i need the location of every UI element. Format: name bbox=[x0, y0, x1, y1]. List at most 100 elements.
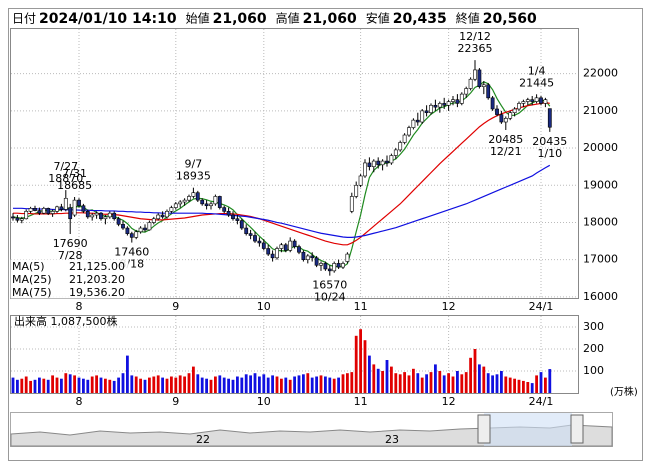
candle-body bbox=[415, 119, 420, 123]
candle-body bbox=[116, 218, 121, 225]
volume-bar bbox=[236, 376, 239, 393]
volume-bar bbox=[310, 377, 314, 393]
candle-body bbox=[209, 203, 213, 207]
candle-body bbox=[451, 99, 455, 102]
y-tick-label: 300 bbox=[583, 320, 604, 333]
volume-bar bbox=[376, 368, 380, 393]
candle-body bbox=[420, 110, 425, 123]
candle-body bbox=[407, 127, 411, 136]
volume-bar bbox=[222, 377, 226, 393]
volume-bar bbox=[38, 377, 41, 393]
candle-body bbox=[424, 110, 429, 114]
candle-body bbox=[222, 207, 227, 212]
candle-body bbox=[213, 196, 218, 205]
candle-body bbox=[402, 134, 407, 143]
candle-body bbox=[90, 214, 95, 218]
candle-body bbox=[195, 192, 200, 201]
candle-body bbox=[200, 199, 205, 205]
volume-bar bbox=[486, 373, 490, 393]
candle-body bbox=[99, 212, 103, 220]
candle-body bbox=[239, 220, 244, 229]
volume-bar bbox=[205, 378, 208, 393]
header-value: 20,435 bbox=[393, 11, 447, 27]
candle-body bbox=[41, 208, 46, 214]
x-tick-label: 8 bbox=[76, 300, 83, 313]
volume-bar bbox=[11, 377, 15, 393]
volume-bar bbox=[491, 375, 494, 393]
candle-body bbox=[81, 205, 86, 212]
candle-body bbox=[380, 160, 385, 166]
candle-body bbox=[354, 184, 359, 197]
candle-body bbox=[512, 108, 517, 114]
legend-name: MA(25) bbox=[12, 273, 52, 286]
annotation-date: 7/28 bbox=[58, 249, 83, 262]
candle-body bbox=[204, 203, 209, 207]
volume-bar bbox=[218, 375, 222, 393]
candle-body bbox=[107, 212, 112, 218]
candle-body bbox=[11, 216, 15, 219]
candle-body bbox=[521, 101, 526, 104]
candle-body bbox=[68, 207, 73, 220]
volume-bar bbox=[341, 374, 345, 393]
volume-bar bbox=[231, 379, 235, 393]
candle-body bbox=[530, 99, 535, 102]
header-label: 始値 bbox=[186, 11, 210, 26]
volume-bar bbox=[130, 375, 134, 393]
candle-body bbox=[367, 162, 372, 167]
volume-bar bbox=[469, 357, 472, 393]
candle-body bbox=[323, 263, 328, 270]
candle-body bbox=[345, 253, 350, 262]
candle-body bbox=[525, 99, 530, 102]
volume-bar bbox=[139, 378, 142, 393]
navigator-handle-right[interactable] bbox=[570, 414, 584, 444]
navigator-window[interactable] bbox=[484, 413, 572, 446]
candle-body bbox=[385, 160, 389, 164]
volume-bar bbox=[170, 376, 173, 393]
volume-bar bbox=[385, 360, 389, 393]
volume-bar bbox=[77, 377, 81, 393]
candle-body bbox=[437, 103, 442, 108]
volume-bar bbox=[526, 382, 530, 393]
candle-body bbox=[517, 103, 521, 110]
navigator-handle-left[interactable] bbox=[477, 414, 491, 444]
volume-bar bbox=[442, 375, 446, 393]
candle-body bbox=[393, 149, 398, 156]
header-value: 21,060 bbox=[213, 11, 267, 27]
annotation-date: 12/21 bbox=[490, 145, 522, 158]
candle-body bbox=[468, 78, 473, 89]
volume-bar bbox=[82, 378, 85, 393]
candle-body bbox=[319, 263, 323, 266]
x-tick-label: 24/1 bbox=[529, 300, 554, 313]
volume-bar bbox=[464, 372, 468, 393]
volume-bar bbox=[95, 375, 98, 393]
annotation-value: 18685 bbox=[57, 179, 92, 192]
candle-body bbox=[266, 248, 271, 255]
annotation-value: 21445 bbox=[519, 76, 554, 89]
candle-body bbox=[103, 216, 108, 220]
volume-bar bbox=[258, 376, 261, 393]
candle-body bbox=[138, 227, 143, 233]
candle-body bbox=[50, 211, 55, 214]
volume-bar bbox=[284, 377, 288, 393]
candle-body bbox=[442, 103, 447, 106]
candle-body bbox=[464, 88, 469, 95]
volume-bar bbox=[306, 373, 310, 393]
candle-body bbox=[165, 211, 169, 218]
annotation-value: 17690 bbox=[53, 237, 88, 250]
candle-body bbox=[376, 160, 381, 166]
volume-bar bbox=[148, 377, 151, 393]
candle-body bbox=[499, 114, 504, 123]
volume-bar bbox=[539, 372, 543, 393]
candle-body bbox=[543, 99, 548, 104]
volume-bar bbox=[451, 376, 455, 393]
volume-bar bbox=[420, 377, 424, 393]
candle-body bbox=[459, 93, 464, 104]
volume-bar bbox=[434, 364, 437, 393]
candle-body bbox=[305, 255, 310, 260]
volume-bar bbox=[266, 377, 270, 393]
volume-bar bbox=[381, 371, 384, 393]
candle-body bbox=[288, 240, 293, 251]
annotation-value: 18870 bbox=[48, 172, 83, 185]
candle-body bbox=[173, 203, 178, 208]
